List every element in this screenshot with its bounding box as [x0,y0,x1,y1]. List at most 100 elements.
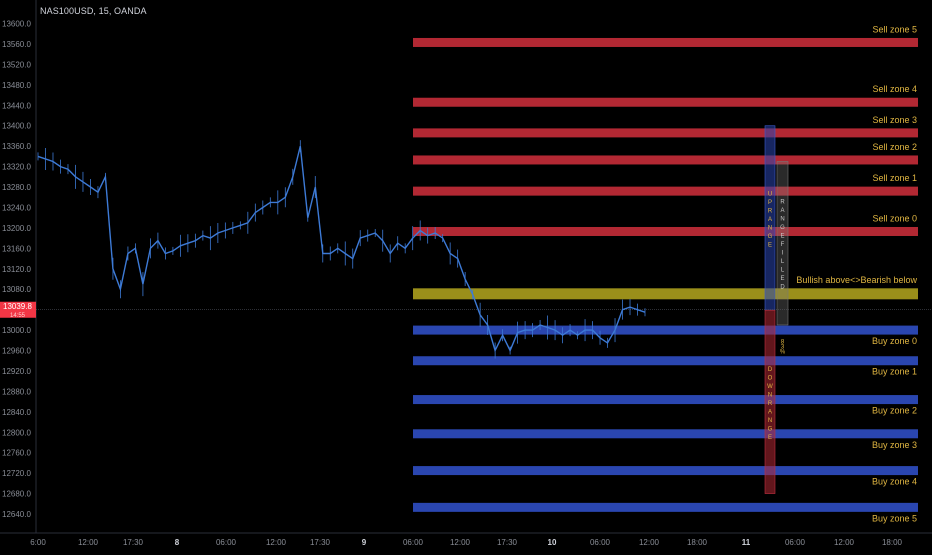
x-tick-label: 06:00 [590,538,611,547]
zone-band [413,356,918,366]
range-label-char: E [780,276,784,282]
range-label-char: E [768,242,772,248]
range-label-char: G [780,225,785,231]
zone-band [413,395,918,405]
y-tick-label: 12880.0 [2,387,31,396]
range-label-char: G [768,426,773,432]
price-axis-label: 13039.8 [3,302,32,311]
x-tick-label: 8 [175,538,180,547]
price-axis-label-bg [0,301,36,318]
price-series-line [37,146,646,353]
zone-band [413,288,918,300]
zone-label: Buy zone 4 [872,477,917,487]
x-tick-label: 17:30 [310,538,331,547]
x-tick-label: 11 [742,538,751,547]
zone-band [413,128,918,138]
x-tick-label: 18:00 [882,538,903,547]
range-label-char: G [768,234,773,240]
zone-label: Sell zone 5 [872,24,917,34]
zone-band [413,502,918,512]
zone-label: Buy zone 1 [872,367,917,377]
zone-label: Sell zone 4 [872,84,917,94]
x-tick-label: 12:00 [450,538,471,547]
y-tick-label: 13000.0 [2,326,31,335]
y-tick-label: 13320.0 [2,163,31,172]
range-label-char: A [768,217,772,223]
zone-band [413,97,918,107]
y-tick-label: 12720.0 [2,469,31,478]
x-tick-label: 12:00 [78,538,99,547]
zone-band [413,325,918,335]
y-tick-label: 12640.0 [2,510,31,519]
range-label-char: N [780,217,784,223]
zone-label: Buy zone 0 [872,336,917,346]
range-label-char: W [767,384,773,390]
range-label-char: U [768,191,772,197]
x-tick-label: 12:00 [266,538,287,547]
x-tick-label: 06:00 [785,538,806,547]
price-axis-sublabel: 14:55 [10,313,26,319]
y-tick-label: 12680.0 [2,490,31,499]
y-tick-label: 12760.0 [2,449,31,458]
x-tick-label: 06:00 [403,538,424,547]
y-tick-label: 13400.0 [2,122,31,131]
range-label-char: R [768,208,773,214]
x-tick-label: 12:00 [834,538,855,547]
y-tick-label: 13560.0 [2,40,31,49]
range-label-char: N [768,418,772,424]
x-tick-label: 6:00 [30,538,46,547]
zone-band [413,186,918,196]
range-label-char: L [781,268,785,274]
zone-label: Buy zone 2 [872,406,917,416]
range-label-char: E [768,435,772,441]
x-tick-label: 06:00 [216,538,237,547]
y-tick-label: 13280.0 [2,183,31,192]
x-tick-label: 9 [362,538,367,547]
zone-label: Sell zone 2 [872,142,917,152]
y-tick-label: 13120.0 [2,265,31,274]
zone-label: Bullish above<>Bearish below [796,275,917,285]
range-label-char: F [781,242,785,248]
zone-band [413,226,918,236]
range-box [764,309,776,494]
range-label-char: P [768,200,772,206]
range-label-char: A [780,208,784,214]
range-label-char: O [768,375,773,381]
range-label-char: I [782,251,784,257]
y-tick-label: 13080.0 [2,285,31,294]
range-label-char: R [768,401,773,407]
y-tick-label: 12960.0 [2,347,31,356]
zone-label: Sell zone 1 [872,173,917,183]
range-label-char: A [768,409,772,415]
x-tick-label: 10 [548,538,557,547]
range-label-char: D [780,285,785,291]
range-label-char: L [781,259,785,265]
zone-band [413,429,918,439]
range-label-char: D [768,367,773,373]
symbol-info: NAS100USD, 15, OANDA [40,6,147,16]
range-label-char: 3 [781,344,785,350]
y-tick-label: 13360.0 [2,142,31,151]
range-box [776,161,789,326]
y-tick-label: 13200.0 [2,224,31,233]
zone-band [413,155,918,165]
zone-label: Buy zone 3 [872,440,917,450]
range-label-char: N [768,392,772,398]
y-tick-label: 13160.0 [2,244,31,253]
y-tick-label: 13480.0 [2,81,31,90]
range-label-char: 8 [781,339,785,345]
x-tick-label: 17:30 [497,538,518,547]
y-tick-label: 12920.0 [2,367,31,376]
range-label-char: E [780,234,784,240]
zone-band [413,37,918,47]
zone-label: Sell zone 0 [872,213,917,223]
y-tick-label: 13600.0 [2,20,31,29]
range-label-char: N [768,225,772,231]
y-tick-label: 12840.0 [2,408,31,417]
range-label-char: % [780,349,786,355]
zone-band [413,466,918,476]
x-tick-label: 12:00 [639,538,660,547]
y-tick-label: 13240.0 [2,203,31,212]
